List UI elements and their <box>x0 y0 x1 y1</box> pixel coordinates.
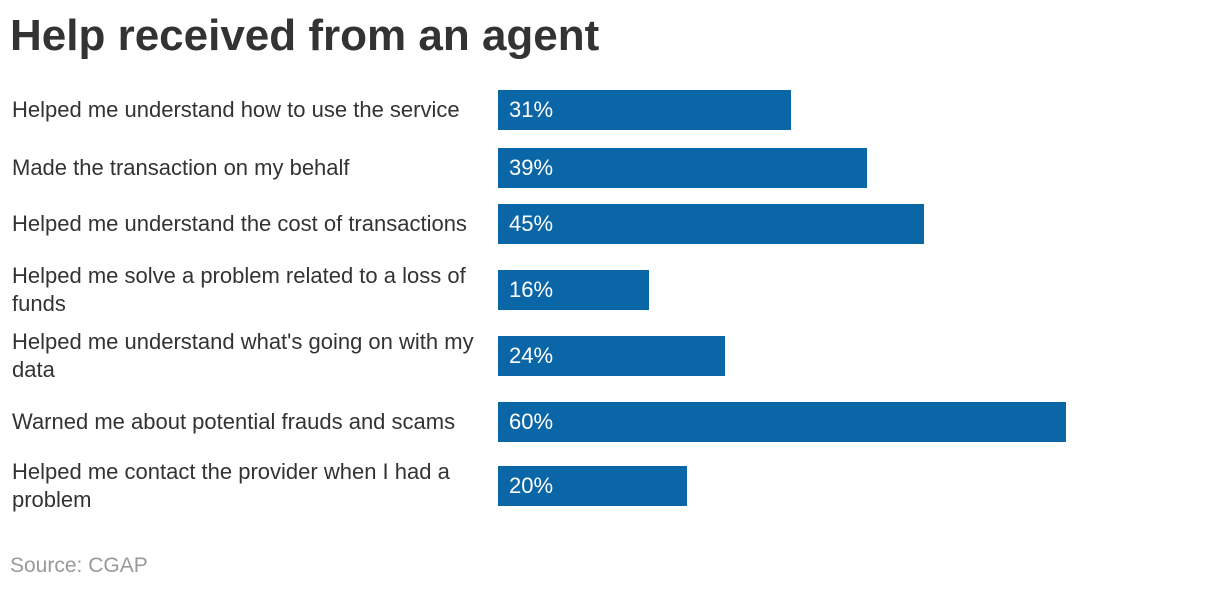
category-label: Helped me contact the provider when I ha… <box>12 459 450 512</box>
category-label: Helped me understand the cost of transac… <box>12 211 467 236</box>
bar-value-label: 24% <box>509 343 554 368</box>
bar-value-label: 60% <box>509 409 554 434</box>
bar <box>498 204 924 244</box>
chart-title: Help received from an agent <box>10 11 600 60</box>
bar <box>498 270 649 310</box>
category-label: Helped me solve a problem related to a l… <box>12 263 466 316</box>
bar <box>498 148 867 188</box>
category-label: Warned me about potential frauds and sca… <box>12 409 456 434</box>
bar <box>498 466 687 506</box>
bar <box>498 402 1066 442</box>
source-note: Source: CGAP <box>10 554 148 577</box>
bar-value-label: 16% <box>509 277 554 302</box>
bar <box>498 90 791 130</box>
bar-value-label: 45% <box>509 211 554 236</box>
bar <box>498 336 725 376</box>
category-label: Made the transaction on my behalf <box>12 155 350 180</box>
category-label: Helped me understand what's going on wit… <box>12 329 474 382</box>
bar-value-label: 39% <box>509 155 554 180</box>
bar-value-label: 20% <box>509 473 554 498</box>
category-label: Helped me understand how to use the serv… <box>12 97 460 122</box>
bar-value-label: 31% <box>509 97 554 122</box>
